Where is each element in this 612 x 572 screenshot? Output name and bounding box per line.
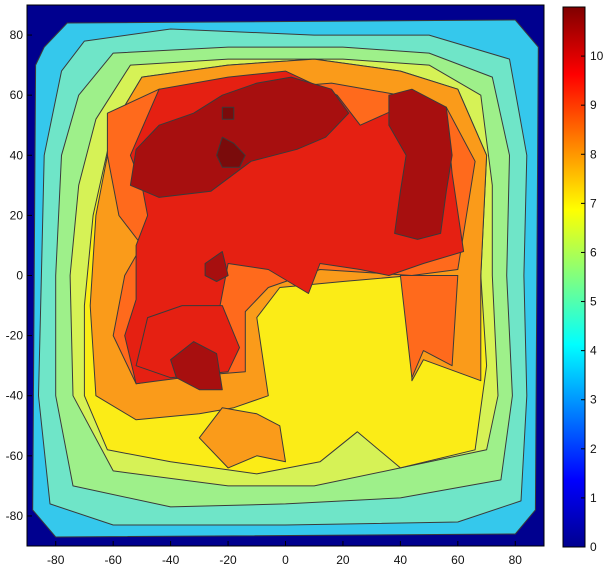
contour-region-level-8-1	[399, 275, 459, 379]
colorbar-tick-label: 9	[590, 98, 597, 112]
x-tick-label: 40	[394, 553, 408, 567]
y-tick-label: -60	[6, 449, 24, 463]
y-tick-label: 40	[10, 148, 24, 162]
x-tick-label: 60	[451, 553, 465, 567]
contour-layers	[32, 19, 539, 538]
y-tick-label: 0	[16, 269, 23, 283]
y-tick-label: -20	[6, 329, 24, 343]
x-tick-label: 20	[336, 553, 350, 567]
colorbar-tick-label: 0	[590, 540, 597, 554]
colorbar-tick-label: 7	[590, 196, 597, 210]
colorbar-tick-label: 8	[590, 147, 597, 161]
y-tick-label: 60	[10, 88, 24, 102]
x-tick-label: 80	[509, 553, 523, 567]
x-tick-label: -20	[219, 553, 237, 567]
contour-region-level-10-2	[170, 341, 223, 391]
colorbar-tick-label: 3	[590, 393, 597, 407]
x-tick-label: -80	[47, 553, 65, 567]
colorbar-tick-label: 4	[590, 344, 597, 358]
y-axis: 80 60 40 20 0 -20 -40 -60 -80	[6, 28, 32, 523]
y-tick-label: -40	[6, 389, 24, 403]
contour-region-level-10-1	[388, 88, 453, 240]
colorbar-tick-label: 5	[590, 295, 597, 309]
contour-region-level-10-8-1	[221, 106, 235, 120]
colorbar-gradient	[562, 6, 586, 548]
contour-region-level-10-3	[204, 251, 229, 282]
y-tick-label: 20	[10, 208, 24, 222]
x-tick-label: -40	[162, 553, 180, 567]
contour-region-level-7-1	[198, 407, 286, 469]
x-tick-label: -60	[104, 553, 122, 567]
colorbar-tick-label: 1	[590, 491, 597, 505]
y-tick-label: -80	[6, 509, 24, 523]
colorbar-tick-label: 6	[590, 245, 597, 259]
contour-region-level-10-0	[129, 76, 350, 198]
x-axis: -80 -60 -40 -20 0 20 40 60 80	[47, 541, 522, 567]
colorbar-tick-label: 10	[590, 49, 604, 63]
y-tick-label: 80	[10, 28, 24, 42]
contour-region-level-10-8-0	[216, 136, 246, 168]
x-tick-label: 0	[282, 553, 289, 567]
colorbar-tick-label: 2	[590, 442, 597, 456]
